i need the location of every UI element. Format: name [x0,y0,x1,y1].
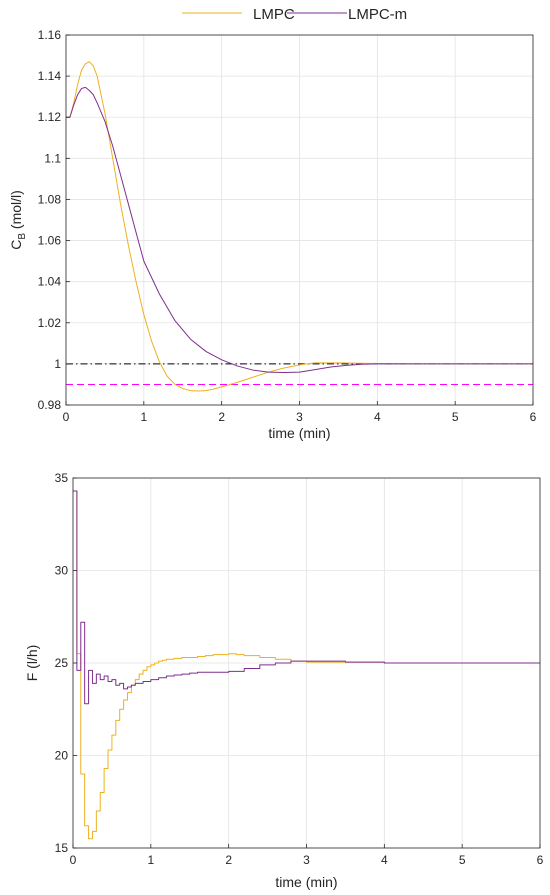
x-tick-label: 6 [537,853,544,867]
x-axis-label: time (min) [268,425,330,441]
y-axis-label-unit: (mol/l) [8,190,24,233]
legend: LMPC LMPC-m [182,6,407,23]
x-tick-label: 2 [225,853,232,867]
x-tick-label: 4 [381,853,388,867]
x-tick-label: 6 [530,410,537,424]
legend-label-lmpc-m: LMPC-m [348,6,407,23]
x-tick-label: 3 [303,853,310,867]
x-tick-label: 0 [70,853,77,867]
y-tick-label: 30 [55,564,69,578]
y-axis-label: F (l/h) [24,645,40,682]
y-tick-label: 1.02 [38,316,62,330]
y-tick-label: 1.08 [38,192,62,206]
reference-lines [66,363,533,385]
y-tick-label: 15 [55,841,69,855]
y-tick-label: 1.16 [38,28,62,42]
y-tick-label: 0.98 [38,398,62,412]
x-tick-labels: 0 1 2 3 4 5 6 [63,401,537,424]
series-group [73,490,540,840]
y-tick-label: 1.14 [38,69,62,83]
legend-label-lmpc: LMPC [253,6,295,23]
series-group [66,61,533,392]
y-tick-labels: 0.98 1 1.02 1.04 1.06 1.08 1.1 1.12 1.14 1.16 [38,28,70,412]
chart-flow: 0 1 2 3 4 5 6 15 20 25 30 35 time (min) F (l/h) [24,471,544,890]
y-axis-label: CB (mol/l) [8,190,28,250]
y-tick-label: 1.06 [38,234,62,248]
chart-concentration: 0 1 2 3 4 5 6 0.98 1 1.02 1.04 1.06 1.08 1.1 1.12 1.14… [8,28,537,441]
x-tick-label: 1 [140,410,147,424]
series-line-lmpc-m [66,86,533,374]
y-tick-label: 1.04 [38,275,62,289]
y-tick-label: 25 [55,656,69,670]
x-tick-label: 3 [296,410,303,424]
x-tick-label: 0 [63,410,70,424]
y-tick-labels: 15 20 25 30 35 [55,471,77,855]
y-tick-label: 1.12 [38,110,62,124]
y-tick-label: 20 [55,749,69,763]
x-tick-labels: 0 1 2 3 4 5 6 [70,844,544,867]
series-line-lmpc [66,61,533,392]
x-tick-label: 5 [459,853,466,867]
x-tick-label: 4 [374,410,381,424]
series-line-lmpc-m [73,490,540,705]
y-tick-label: 1 [54,357,61,371]
y-axis-label-subscript: B [17,233,28,240]
series-line-lmpc [73,490,540,840]
x-tick-label: 5 [452,410,459,424]
y-tick-label: 1.1 [44,151,61,165]
x-axis-label: time (min) [275,874,337,890]
x-tick-label: 1 [147,853,154,867]
y-tick-label: 35 [55,471,69,485]
y-axis-label-main: C [8,240,24,250]
x-tick-label: 2 [218,410,225,424]
